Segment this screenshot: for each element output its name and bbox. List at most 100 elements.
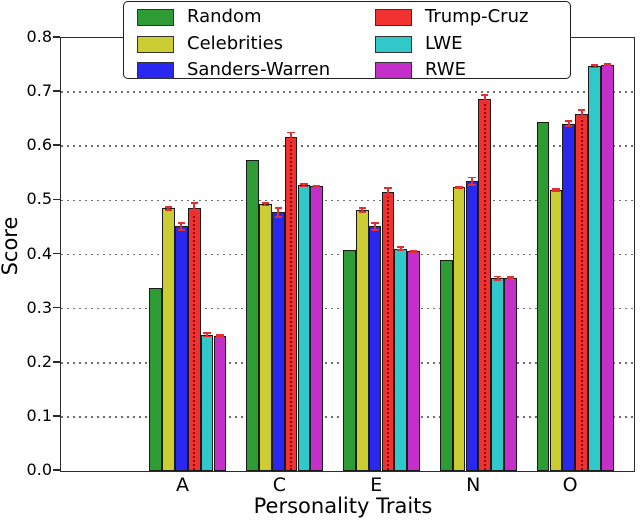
gridline-y-0.6	[61, 145, 634, 148]
error-bar-cap	[552, 189, 560, 192]
bar-rwe-O	[601, 64, 614, 471]
legend-swatch-sanders-warren	[137, 62, 174, 79]
error-bar-cap	[455, 185, 463, 188]
error-bar-cap	[177, 222, 185, 224]
error-bar-cap	[261, 204, 269, 207]
error-bar-cap	[481, 102, 489, 105]
error-bar-lwe-C	[300, 183, 308, 188]
legend-swatch-celebrities	[137, 35, 174, 53]
error-bar-trump-cruz-A	[190, 201, 198, 215]
error-bar-cap	[190, 213, 198, 215]
error-bar-stem	[567, 120, 570, 127]
bar-lwe-O	[588, 66, 602, 471]
bar-rwe-E	[407, 251, 421, 471]
y-tick-mark	[53, 144, 60, 147]
bar-sanders-warren-E	[368, 226, 382, 471]
error-bar-cap	[261, 201, 269, 204]
error-bar-cap	[371, 222, 379, 224]
error-bar-cap	[591, 66, 599, 69]
error-bar-cap	[397, 248, 405, 251]
error-bar-stem	[361, 207, 364, 213]
bar-celebrities-O	[549, 190, 563, 471]
error-bar-cap	[565, 124, 573, 127]
legend-label-random: Random	[187, 6, 262, 27]
legend: Random Celebrities Sanders-Warren Trump-Cru…	[123, 1, 571, 80]
error-bar-lwe-O	[591, 63, 599, 69]
bar-random-A	[149, 288, 162, 471]
error-bar-cap	[603, 62, 612, 65]
error-bar-stem	[303, 183, 305, 188]
error-bar-celebrities-C	[261, 201, 269, 207]
legend-swatch-rwe	[375, 62, 412, 79]
bar-celebrities-N	[452, 187, 466, 471]
error-bar-stem	[180, 222, 183, 231]
bar-random-E	[342, 249, 356, 471]
bar-lwe-N	[491, 278, 505, 471]
error-bar-cap	[397, 246, 405, 249]
error-bar-cap	[274, 215, 282, 218]
y-tick-mark	[53, 415, 60, 417]
bar-sanders-warren-O	[562, 123, 576, 471]
bar-sanders-warren-N	[465, 181, 479, 471]
legend-swatch-random	[137, 9, 174, 26]
bar-trump-cruz-A	[187, 208, 201, 471]
error-bar-cap	[216, 334, 224, 336]
error-bar-sanders-warren-N	[468, 176, 476, 187]
bar-lwe-C	[297, 185, 311, 471]
x-axis-label: Personality Traits	[253, 494, 433, 518]
error-bar-stem	[387, 187, 389, 198]
legend-label-lwe: LWE	[425, 32, 463, 54]
bar-sanders-warren-A	[174, 226, 188, 471]
error-bar-cap	[578, 116, 586, 119]
error-bar-stem	[193, 201, 196, 215]
error-bar-cap	[507, 277, 515, 280]
bar-random-O	[536, 121, 550, 471]
y-tick-mark	[53, 90, 60, 92]
error-bar-sanders-warren-C	[274, 206, 282, 218]
bar-trump-cruz-E	[381, 192, 395, 471]
error-bar-lwe-A	[203, 331, 211, 338]
bar-hatch-dots	[193, 209, 196, 470]
legend-label-trump-cruz: Trump-Cruz	[425, 6, 529, 27]
error-bar-stem	[483, 94, 486, 105]
error-bar-cap	[313, 186, 321, 188]
error-bar-cap	[565, 120, 573, 123]
error-bar-trump-cruz-N	[481, 94, 489, 105]
bar-trump-cruz-O	[575, 113, 589, 471]
error-bar-stem	[399, 246, 402, 251]
error-bar-stem	[374, 222, 376, 231]
error-bar-cap	[468, 184, 476, 187]
error-bar-cap	[164, 208, 172, 211]
error-bar-cap	[481, 94, 489, 97]
plot-area	[60, 37, 635, 472]
error-bar-stem	[471, 176, 473, 187]
error-bar-cap	[410, 251, 418, 253]
error-bar-stem	[593, 63, 596, 69]
error-bar-cap	[190, 201, 198, 204]
legend-swatch-trump-cruz	[375, 9, 412, 26]
error-bar-trump-cruz-C	[287, 131, 295, 143]
error-bar-cap	[371, 228, 379, 231]
error-bar-rwe-E	[410, 249, 418, 253]
error-bar-stem	[580, 109, 583, 119]
error-bar-cap	[578, 109, 586, 112]
error-bar-stem	[264, 201, 267, 207]
error-bar-celebrities-N	[455, 185, 463, 189]
bar-trump-cruz-N	[478, 99, 492, 471]
error-bar-rwe-N	[507, 276, 515, 280]
bar-celebrities-C	[258, 204, 272, 471]
error-bar-cap	[287, 140, 295, 143]
bar-trump-cruz-C	[284, 137, 298, 471]
error-bar-cap	[287, 131, 295, 134]
y-tick-mark	[53, 198, 60, 201]
error-bar-stem	[277, 206, 280, 218]
error-bar-cap	[494, 275, 502, 278]
error-bar-rwe-A	[216, 334, 224, 338]
y-tick-label-0.5: 0.5	[26, 189, 52, 209]
error-bar-cap	[313, 184, 321, 187]
x-tick-label-E: E	[370, 474, 383, 496]
error-bar-cap	[468, 176, 476, 179]
legend-label-celebrities: Celebrities	[187, 32, 284, 54]
error-bar-lwe-N	[494, 275, 502, 281]
